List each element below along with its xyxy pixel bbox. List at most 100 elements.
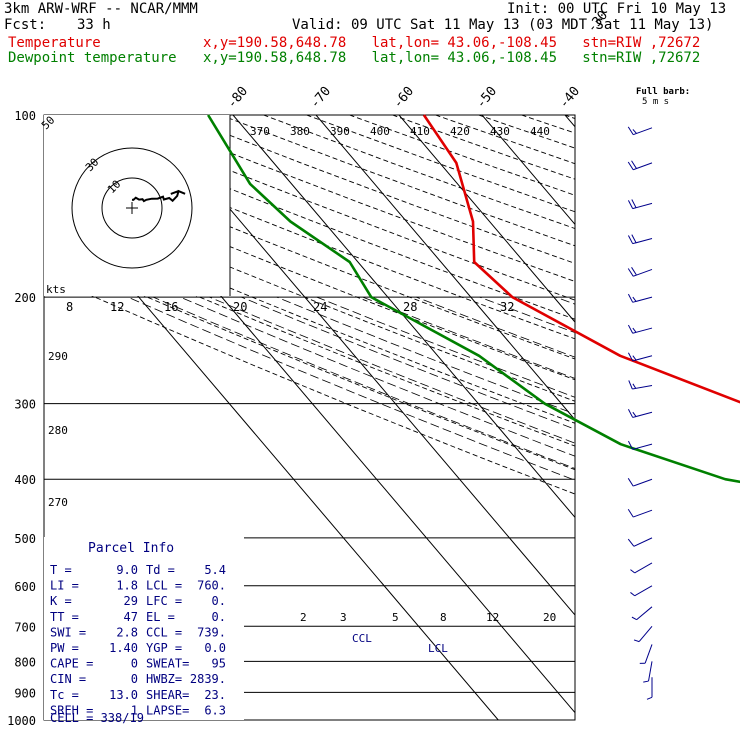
pressure-label: 600	[14, 580, 36, 594]
parcel-value: 23.	[204, 688, 226, 702]
parcel-value: 1.8	[116, 579, 138, 593]
theta-label: 290	[48, 350, 68, 363]
wind-barb	[627, 160, 653, 171]
speed-label: 32	[500, 300, 514, 314]
isotherm-label: -70	[308, 84, 335, 112]
parcel-value: 1.40	[109, 641, 138, 655]
wind-barb	[627, 537, 653, 547]
isotherm-line	[481, 115, 575, 226]
parcel-info-panel: Parcel Info T = 9.0 Td = 5.4 LI = 1.8 LCL = 760.…	[44, 537, 244, 725]
model-title: 3km ARW-WRF -- NCAR/MMM	[4, 1, 198, 17]
moist-adiabat-line	[127, 296, 575, 481]
parcel-title: Parcel Info	[88, 541, 174, 556]
wind-barb	[627, 324, 653, 334]
theta-label: 440	[530, 125, 550, 138]
parcel-key: CCL =	[146, 625, 182, 639]
wind-barb	[627, 409, 653, 418]
isotherm-line	[232, 115, 575, 519]
parcel-value: 1	[131, 703, 138, 717]
pressure-label: 400	[14, 473, 36, 487]
temperature-profile	[422, 114, 740, 404]
dry-adiabat-line	[306, 115, 575, 213]
ccl-label: CCL	[352, 632, 372, 645]
isotherm-line	[398, 115, 575, 323]
moist-adiabat-line	[646, 297, 740, 720]
theta-label: 270	[48, 496, 68, 509]
parcel-value: 29	[124, 594, 138, 608]
parcel-key: K =	[50, 594, 72, 608]
parcel-key: CIN =	[50, 672, 86, 686]
speed-label: 12	[110, 300, 124, 314]
wind-barb	[631, 606, 653, 621]
parcel-key: PW =	[50, 641, 79, 655]
wind-barb	[646, 677, 653, 700]
dry-adiabat-line	[44, 188, 575, 402]
pressure-label: 900	[14, 686, 36, 700]
parcel-key: Td =	[146, 563, 175, 577]
parcel-key: SREH =	[50, 703, 93, 717]
parcel-key: SHEAR=	[146, 688, 189, 702]
parcel-value: 2839.	[190, 672, 226, 686]
wind-barb	[627, 293, 653, 303]
dry-adiabat-line	[564, 115, 575, 119]
theta-label: 420	[450, 125, 470, 138]
theta-label: 410	[410, 125, 430, 138]
dry-adiabat-line	[478, 115, 575, 149]
parcel-key: EL =	[146, 610, 175, 624]
dry-adiabat-line	[220, 115, 575, 247]
wind-barb	[630, 562, 653, 574]
moist-adiabat-line	[180, 296, 575, 457]
mixing-ratio-label: 5	[392, 611, 399, 624]
wind-barb	[627, 234, 653, 245]
moist-adiabat-line	[241, 296, 575, 430]
parcel-value: 5.4	[204, 563, 226, 577]
hodograph-ring	[101, 177, 163, 239]
pressure-label: 100	[14, 109, 36, 123]
dry-adiabat-line	[44, 149, 575, 360]
moist-adiabat-line	[209, 296, 575, 444]
parcel-key: LCL =	[146, 579, 182, 593]
pressure-label: 300	[14, 398, 36, 412]
dry-adiabat-line	[435, 115, 575, 165]
wind-barb	[639, 644, 653, 664]
forecast-label: Fcst:	[4, 17, 47, 33]
wind-barb	[627, 440, 653, 450]
dry-adiabat-line	[44, 274, 575, 495]
isotherm-line	[731, 115, 740, 720]
parcel-value: 13.0	[109, 688, 138, 702]
wind-barb	[627, 352, 653, 362]
mixing-ratio-label: 20	[543, 611, 556, 624]
dewpoint-location: x,y=190.58,648.78 lat,lon= 43.06,-108.45…	[203, 50, 701, 66]
init-time: Init: 00 UTC Fri 10 May 13	[507, 1, 727, 17]
parcel-value: 6.3	[204, 703, 226, 717]
wind-barb	[643, 661, 653, 683]
temperature-legend: Temperature	[8, 35, 101, 51]
speed-label: 16	[164, 300, 178, 314]
wind-barb	[627, 267, 653, 277]
moist-adiabat-line	[153, 296, 575, 469]
parcel-value: 0	[131, 657, 138, 671]
theta-label: 370	[250, 125, 270, 138]
wind-barb	[627, 126, 653, 136]
parcel-value: 47	[124, 610, 138, 624]
barb-legend: Full barb:	[636, 87, 690, 97]
theta-label: 280	[48, 424, 68, 437]
mixing-ratio-label: 2	[300, 611, 307, 624]
parcel-value: 739.	[197, 625, 226, 639]
parcel-cell: CELL = 338/19	[50, 711, 144, 725]
wind-barb	[630, 585, 653, 597]
dry-adiabat-line	[607, 115, 740, 720]
dry-adiabat-line	[44, 229, 575, 447]
hodograph-trace	[131, 189, 186, 203]
parcel-key: LFC =	[146, 594, 182, 608]
parcel-value: 95	[212, 657, 226, 671]
plot-frame	[43, 114, 576, 721]
wind-barb	[628, 380, 653, 390]
temperature-location: x,y=190.58,648.78 lat,lon= 43.06,-108.45…	[203, 35, 701, 51]
hodograph-units: kts	[46, 283, 66, 296]
parcel-key: LAPSE=	[146, 703, 189, 717]
lcl-label: LCL	[428, 642, 448, 655]
parcel-value: 2.8	[116, 625, 138, 639]
